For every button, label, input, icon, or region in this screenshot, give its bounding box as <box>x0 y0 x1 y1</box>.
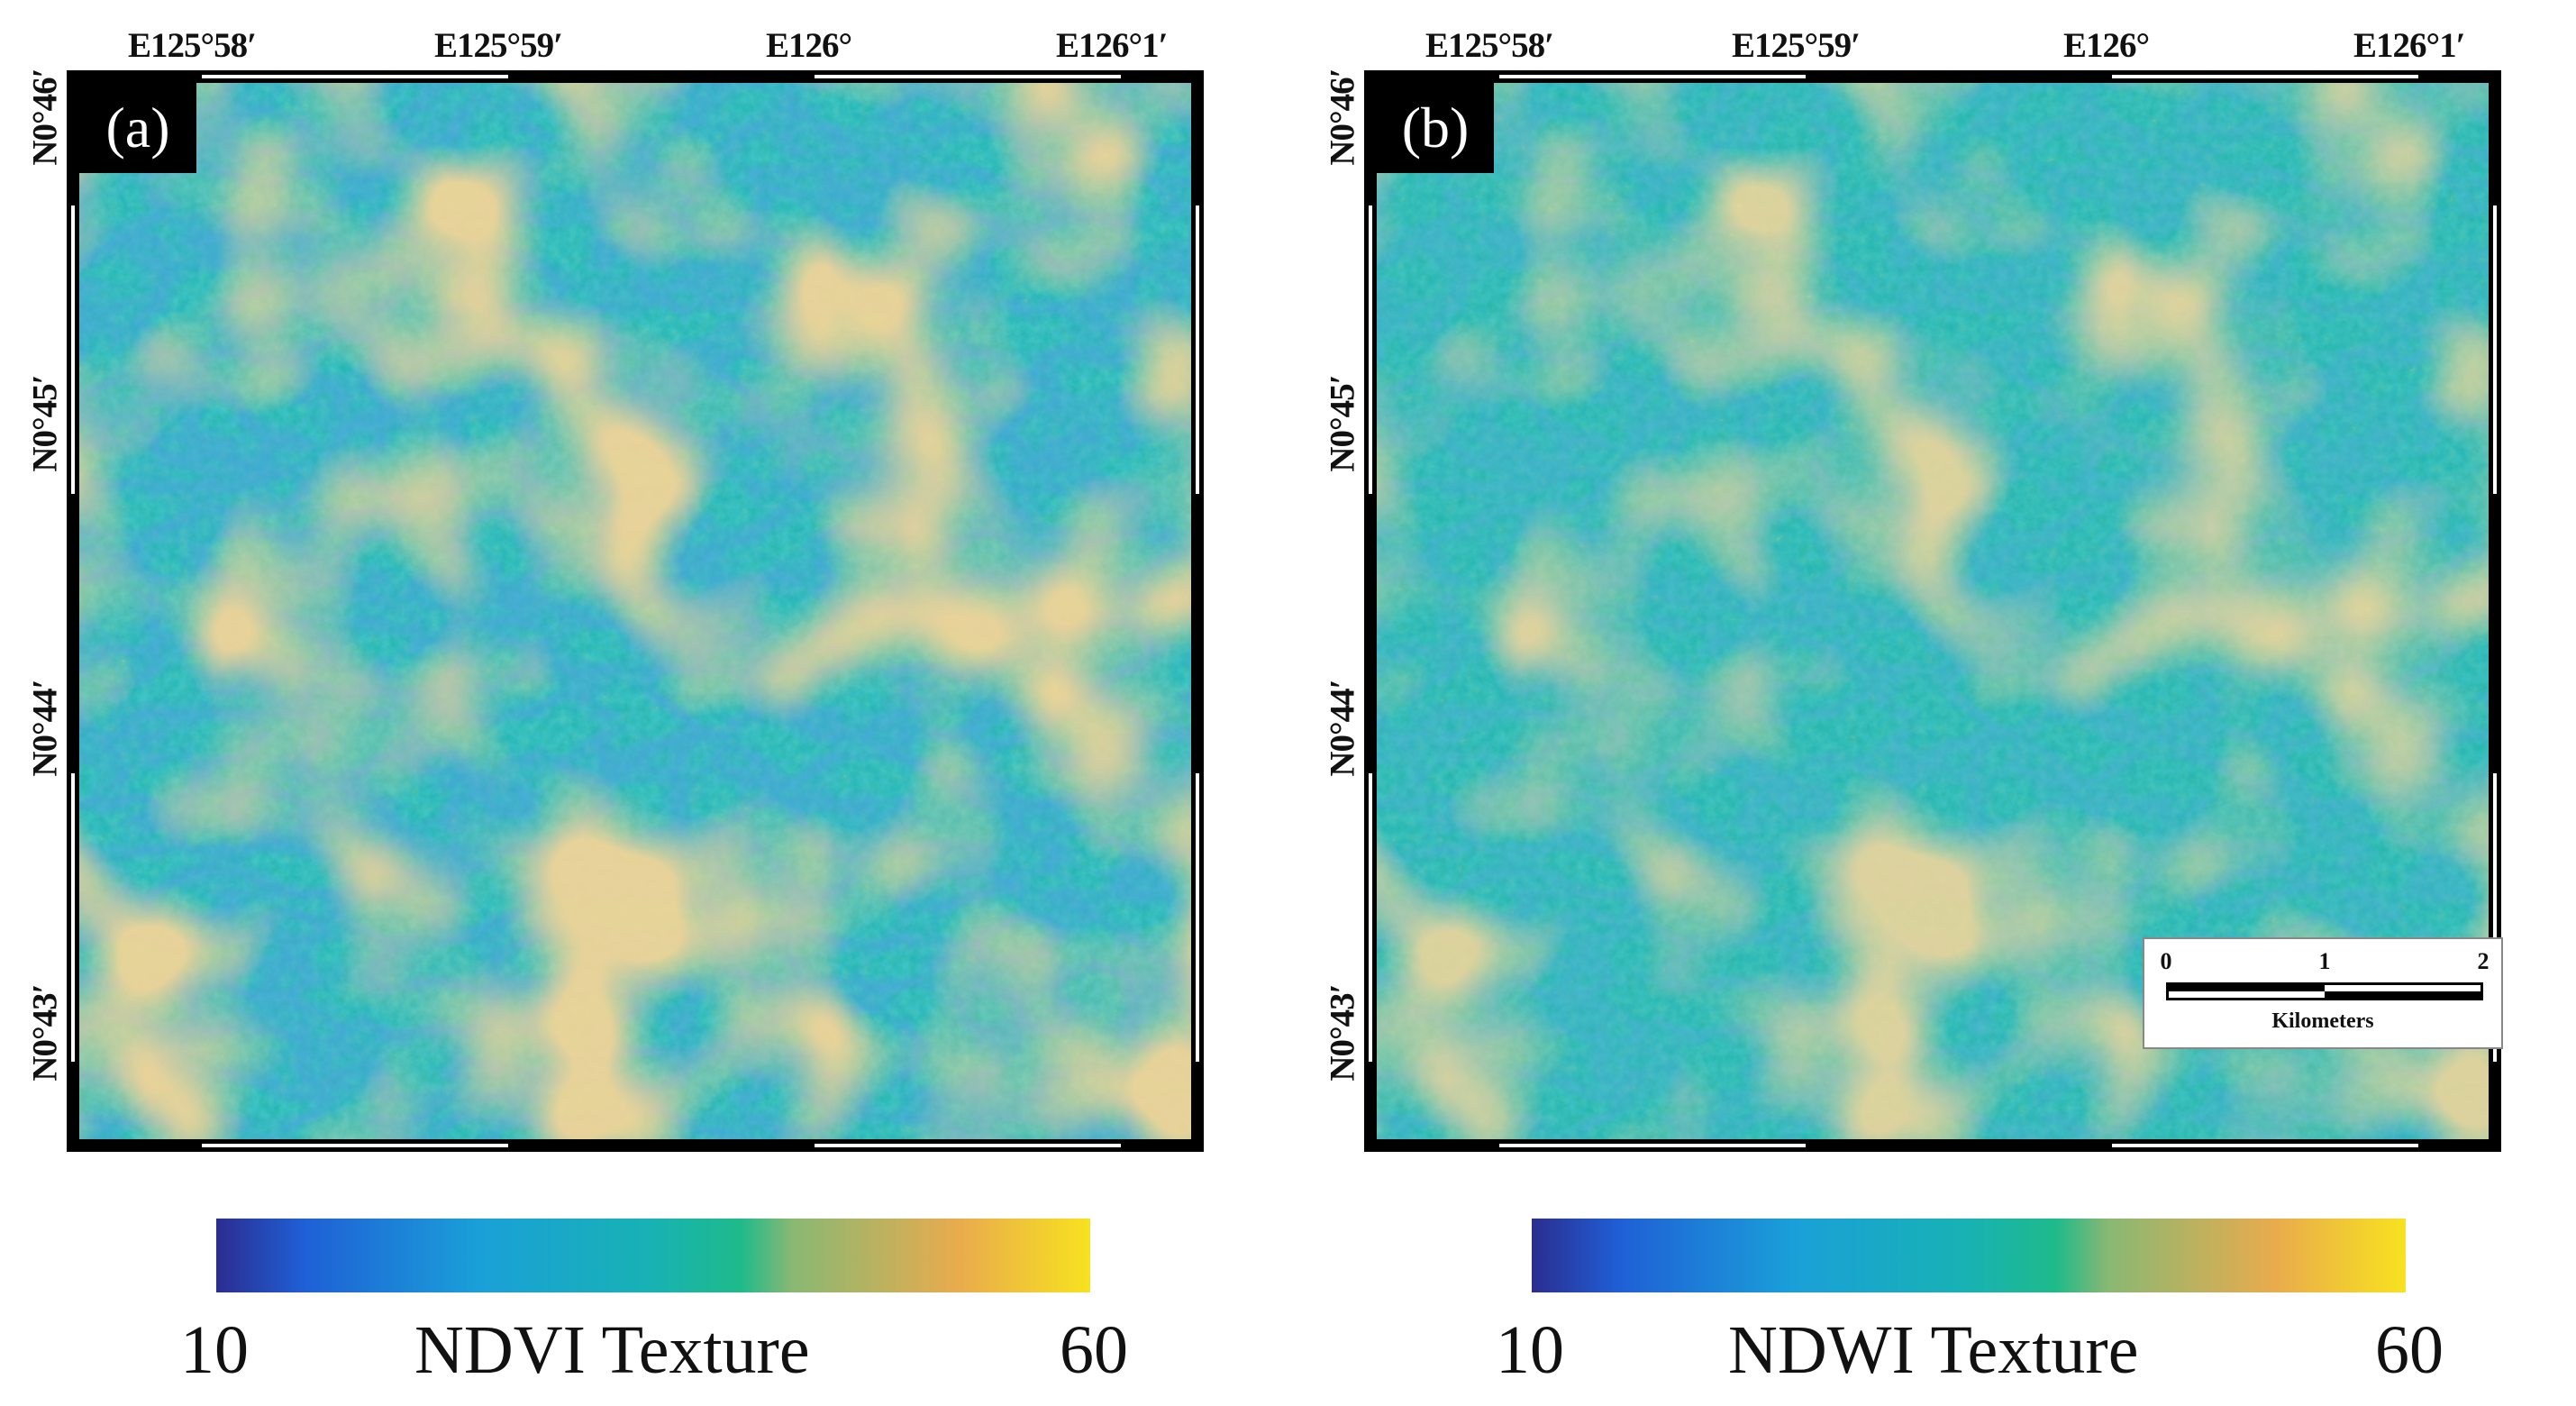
latitude-label: N0°45′ <box>25 375 65 472</box>
longitude-label: E126° <box>766 26 852 65</box>
latitude-label: N0°46′ <box>25 68 65 166</box>
longitude-label: E125°58′ <box>128 26 257 65</box>
scale-bar-tick: 1 <box>2318 948 2331 974</box>
map-frame: (a) <box>67 70 1204 1152</box>
latitude-label: N0°44′ <box>25 680 65 777</box>
latitude-label: N0°43′ <box>25 984 65 1082</box>
ndvi-texture-map <box>79 83 1191 1139</box>
panel-a: E125°58′ E125°59′ E126° E126°1′ N0°46′ N… <box>0 0 1279 1406</box>
latitude-label: N0°44′ <box>1323 680 1362 777</box>
longitude-label: E125°59′ <box>434 26 563 65</box>
panel-label: (b) <box>1377 83 1494 173</box>
longitude-label: E126°1′ <box>2353 26 2466 65</box>
scale-bar-unit: Kilometers <box>2271 1009 2374 1033</box>
scale-bar-tick: 0 <box>2160 948 2172 974</box>
latitude-label: N0°45′ <box>1323 375 1362 472</box>
colorbar-title: NDWI Texture <box>1728 1312 2139 1388</box>
panel-b: E125°58′ E125°59′ E126° E126°1′ N0°46′ N… <box>1297 0 2576 1406</box>
scale-bar-tick: 2 <box>2477 948 2490 974</box>
longitude-label: E125°59′ <box>1732 26 1861 65</box>
colorbar <box>1532 1219 2406 1292</box>
colorbar <box>216 1219 1090 1292</box>
panel-label: (a) <box>79 83 196 173</box>
longitude-label: E126° <box>2063 26 2150 65</box>
scale-bar-graphic <box>2166 982 2483 1000</box>
colorbar-max-label: 60 <box>2375 1312 2444 1388</box>
scale-bar: 0 1 2 Kilometers <box>2143 937 2503 1049</box>
colorbar-min-label: 10 <box>1496 1312 1564 1388</box>
colorbar-title: NDVI Texture <box>414 1312 810 1388</box>
latitude-label: N0°46′ <box>1323 68 1362 166</box>
latitude-label: N0°43′ <box>1323 984 1362 1082</box>
longitude-label: E125°58′ <box>1425 26 1554 65</box>
colorbar-max-label: 60 <box>1060 1312 1128 1388</box>
colorbar-min-label: 10 <box>180 1312 249 1388</box>
longitude-label: E126°1′ <box>1056 26 1169 65</box>
